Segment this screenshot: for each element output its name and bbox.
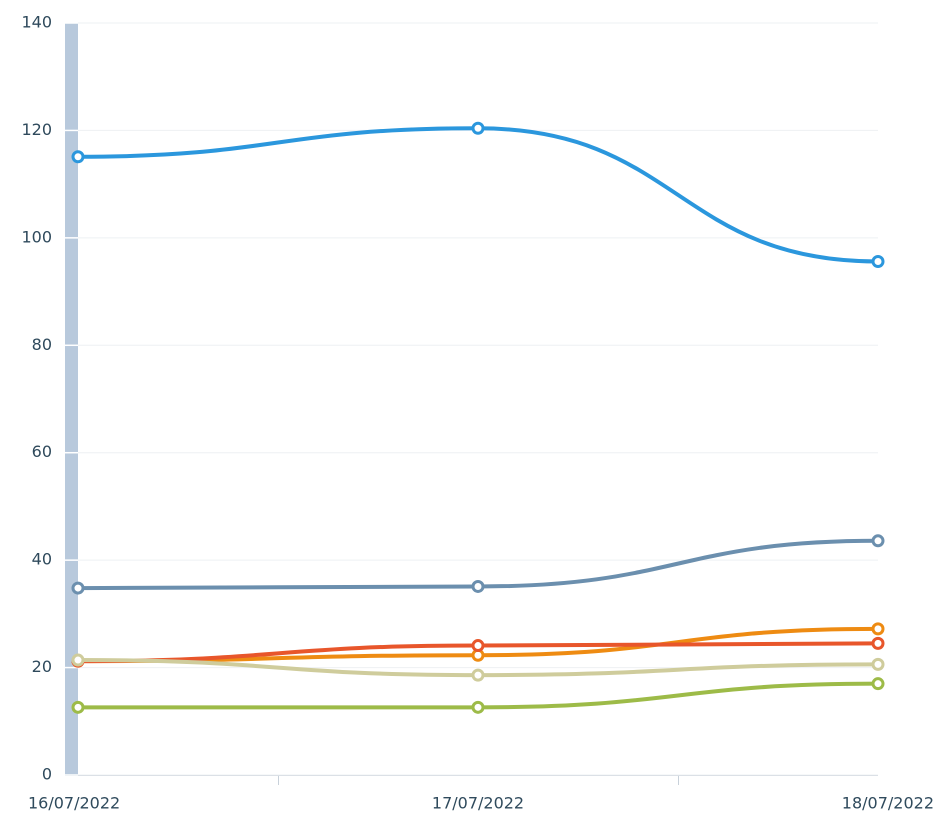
point-marker [471,700,485,714]
point-marker [71,700,85,714]
y-tick-label: 80 [32,335,52,354]
point-marker [871,622,885,636]
y-tick-label: 60 [32,442,52,461]
point-marker [871,677,885,691]
point-marker [471,639,485,653]
x-tick-label: 17/07/2022 [432,794,524,813]
y-tick-label: 0 [42,765,52,784]
point-marker [471,668,485,682]
point-marker [471,579,485,593]
point-marker [71,150,85,164]
series-line [77,126,879,264]
point-marker [471,121,485,135]
point-marker [871,657,885,671]
y-tick-label: 120 [21,120,52,139]
y-tick-label: 100 [21,227,52,246]
y-tick-label: 20 [32,657,52,676]
y-tick-label: 140 [21,13,52,32]
point-marker [71,653,85,667]
x-tick-label: 18/07/2022 [842,794,934,813]
point-marker [871,534,885,548]
y-tick-label: 40 [32,550,52,569]
point-marker [871,636,885,650]
point-marker [871,254,885,268]
point-marker [71,581,85,595]
x-tick-label: 16/07/2022 [28,794,120,813]
